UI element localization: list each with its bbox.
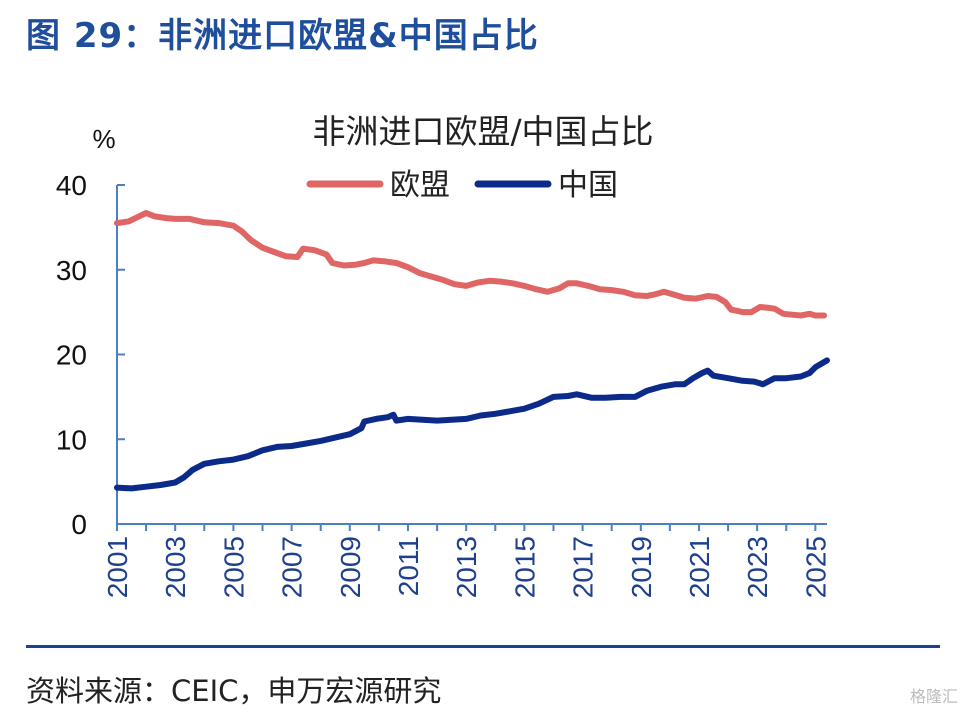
divider-line [26,645,940,648]
x-tick-label: 2015 [509,536,540,598]
x-tick-label: 2009 [335,536,366,598]
x-tick-label: 2007 [277,536,308,598]
y-tick-label: 30 [56,255,87,286]
x-tick-label: 2021 [684,536,715,598]
x-tick-label: 2017 [568,536,599,598]
x-tick-label: 2019 [626,536,657,598]
legend-label: 欧盟 [390,168,450,203]
y-axis-unit: % [92,124,115,154]
y-tick-label: 40 [56,170,87,201]
y-tick-label: 10 [56,424,87,455]
y-tick-label: 20 [56,340,87,371]
x-tick-label: 2025 [800,536,831,598]
legend-label: 中国 [558,168,618,203]
watermark: 格隆汇 [909,687,958,706]
chart-title: 非洲进口欧盟/中国占比 [312,112,654,151]
x-tick-label: 2011 [393,536,424,596]
y-tick-label: 0 [71,509,87,540]
x-tick-label: 2003 [160,536,191,598]
x-tick-label: 2013 [451,536,482,598]
figure-title: 图 29：非洲进口欧盟&中国占比 [26,16,539,56]
series-line-china [114,357,830,492]
series-line-eu [114,210,828,319]
x-tick-label: 2023 [742,536,773,598]
source-note: 资料来源：CEIC，申万宏源研究 [26,674,442,708]
x-tick-label: 2001 [102,536,133,598]
x-tick-label: 2005 [218,536,249,598]
